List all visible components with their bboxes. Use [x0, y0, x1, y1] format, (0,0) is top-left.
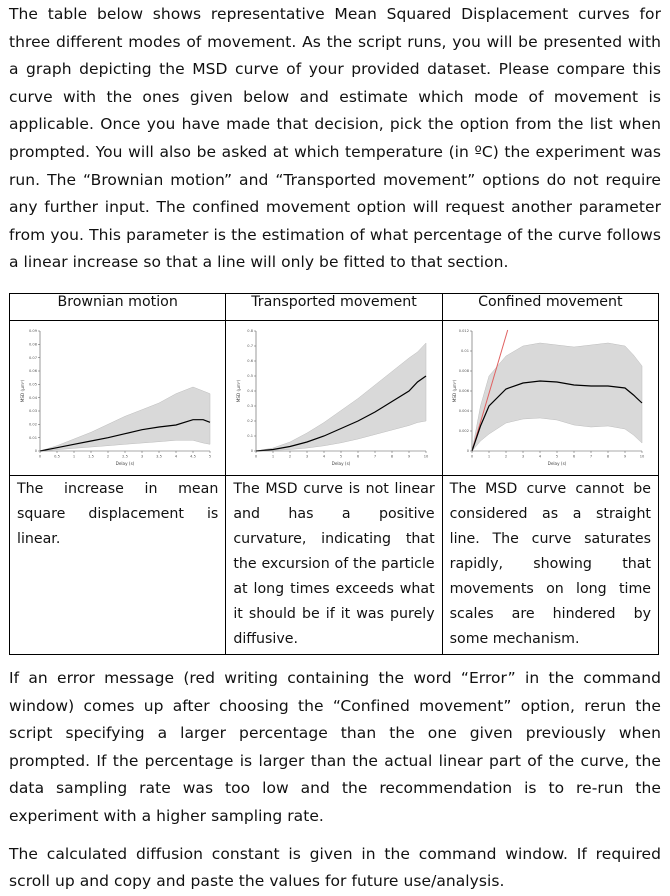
header-brownian-motion: Brownian motion: [8, 292, 227, 321]
description-confined: The MSD curve cannot be considered as a …: [441, 474, 660, 655]
x-axis-title: Delay (s): [548, 461, 567, 466]
y-tick-label: 0.02: [29, 422, 37, 426]
x-tick-label: 2: [289, 454, 291, 458]
x-tick-label: 1.5: [88, 454, 94, 458]
y-tick-label: 0.2: [247, 419, 253, 423]
y-tick-label: 0.05: [29, 382, 37, 386]
description-brownian: The increase in mean square displacement…: [8, 474, 227, 655]
table-header-row: Brownian motion Transported movement Con…: [8, 292, 660, 321]
graph-cell-confined: 0 1 2 3 4 5 6 7 8 9 10 0 0.002 0.004 0.006 0.008 0.01 0.0…: [441, 319, 660, 476]
x-tick-label: 3.5: [156, 454, 162, 458]
x-tick-label: 0: [39, 454, 42, 458]
graph-cell-transported: 0 1 2 3 4 5 6 7 8 9 10 0 0.1 0.2 0.3 0.4 0.5 0.6 0.7 0.8 Del…: [225, 319, 443, 476]
table-description-row: The increase in mean square displacement…: [8, 474, 660, 655]
x-tick-label: 1: [73, 454, 75, 458]
x-tick-label: 9: [624, 454, 627, 458]
x-tick-label: 4: [175, 454, 178, 458]
mean-msd-line: [39, 419, 210, 452]
x-tick-label: 5: [340, 454, 342, 458]
mean-msd-line: [255, 375, 427, 452]
movement-modes-table: Brownian motion Transported movement Con…: [8, 292, 660, 655]
x-tick-label: 3: [522, 454, 524, 458]
x-tick-label: 2: [107, 454, 109, 458]
y-tick-label: 0.006: [459, 389, 470, 393]
y-tick-label: 0.002: [459, 429, 469, 433]
intro-paragraph: The table below shows representative Mea…: [9, 5, 661, 272]
y-axis-title: MSD (µm²): [20, 379, 25, 402]
x-tick-label: 4.5: [190, 454, 196, 458]
x-tick-label: 2: [505, 454, 507, 458]
x-tick-label: 10: [640, 454, 645, 458]
x-tick-label: 8: [391, 454, 394, 458]
graph-cell-brownian: 0 0.5 1 1.5 2 2.5 3 3.5 4 4.5 5 0 0.01 0.02 0.03 0.04 0.…: [8, 319, 227, 476]
x-tick-label: 5: [209, 454, 211, 458]
y-tick-label: 0.06: [29, 369, 38, 373]
x-tick-label: 2.5: [122, 454, 128, 458]
x-tick-label: 7: [590, 454, 592, 458]
y-tick-label: 0: [251, 449, 254, 453]
x-axis-title: Delay (s): [332, 461, 351, 466]
y-tick-label: 0.4: [247, 389, 253, 393]
confidence-band: [39, 386, 210, 452]
table-graph-row: 0 0.5 1 1.5 2 2.5 3 3.5 4 4.5 5 0 0.01 0.02 0.03 0.04 0.…: [8, 319, 660, 476]
y-tick-label: 0.03: [29, 409, 37, 413]
x-tick-label: 0.5: [54, 454, 60, 458]
y-tick-label: 0: [467, 449, 470, 453]
y-tick-label: 0.6: [247, 359, 253, 363]
y-tick-label: 0.04: [29, 396, 38, 400]
y-axis-title: MSD (µm²): [452, 379, 457, 402]
y-tick-label: 0.8: [247, 329, 253, 333]
y-tick-label: 0.3: [247, 404, 253, 408]
x-tick-label: 3: [306, 454, 308, 458]
x-tick-label: 6: [357, 454, 360, 458]
header-transported-movement: Transported movement: [225, 292, 443, 321]
y-tick-label: 0.004: [459, 409, 470, 413]
x-axis-title: Delay (s): [115, 461, 134, 466]
y-tick-label: 0.08: [29, 342, 38, 346]
y-tick-label: 0.01: [461, 349, 469, 353]
x-tick-label: 0: [471, 454, 474, 458]
y-tick-label: 0.1: [247, 434, 253, 438]
y-tick-label: 0.7: [247, 344, 253, 348]
x-tick-label: 7: [374, 454, 376, 458]
x-tick-label: 0: [255, 454, 258, 458]
x-tick-label: 6: [573, 454, 576, 458]
x-tick-label: 4: [323, 454, 326, 458]
y-axis-title: MSD (µm²): [236, 379, 241, 402]
confidence-band: [255, 342, 427, 452]
x-tick-label: 1: [488, 454, 490, 458]
confidence-band: [471, 342, 643, 452]
x-tick-label: 5: [556, 454, 558, 458]
linear-fit-line: [471, 329, 509, 452]
description-transported: The MSD curve is not linear and has a po…: [225, 474, 443, 655]
x-tick-label: 3: [141, 454, 143, 458]
error-note-paragraph: If an error message (red writing contain…: [9, 668, 661, 825]
y-tick-label: 0.09: [29, 329, 38, 333]
mean-msd-line: [471, 380, 643, 452]
y-tick-label: 0.07: [29, 356, 37, 360]
brownian-msd-chart: 0 0.5 1 1.5 2 2.5 3 3.5 4 4.5 5 0 0.01 0.02 0.03 0.04 0.…: [20, 329, 211, 466]
x-tick-label: 8: [607, 454, 610, 458]
x-tick-label: 9: [408, 454, 411, 458]
y-tick-label: 0.012: [459, 329, 469, 333]
confined-msd-chart: 0 1 2 3 4 5 6 7 8 9 10 0 0.002 0.004 0.006 0.008 0.01 0.0…: [452, 329, 645, 466]
y-tick-label: 0: [34, 449, 37, 453]
y-tick-label: 0.008: [459, 369, 470, 373]
x-tick-label: 10: [424, 454, 429, 458]
x-tick-label: 4: [539, 454, 542, 458]
x-tick-label: 1: [272, 454, 274, 458]
y-tick-label: 0.01: [29, 436, 37, 440]
diffusion-note-paragraph: The calculated diffusion constant is giv…: [9, 844, 661, 891]
header-confined-movement: Confined movement: [441, 292, 660, 321]
transported-msd-chart: 0 1 2 3 4 5 6 7 8 9 10 0 0.1 0.2 0.3 0.4 0.5 0.6 0.7 0.8 Del…: [236, 329, 429, 466]
y-tick-label: 0.5: [247, 374, 253, 378]
